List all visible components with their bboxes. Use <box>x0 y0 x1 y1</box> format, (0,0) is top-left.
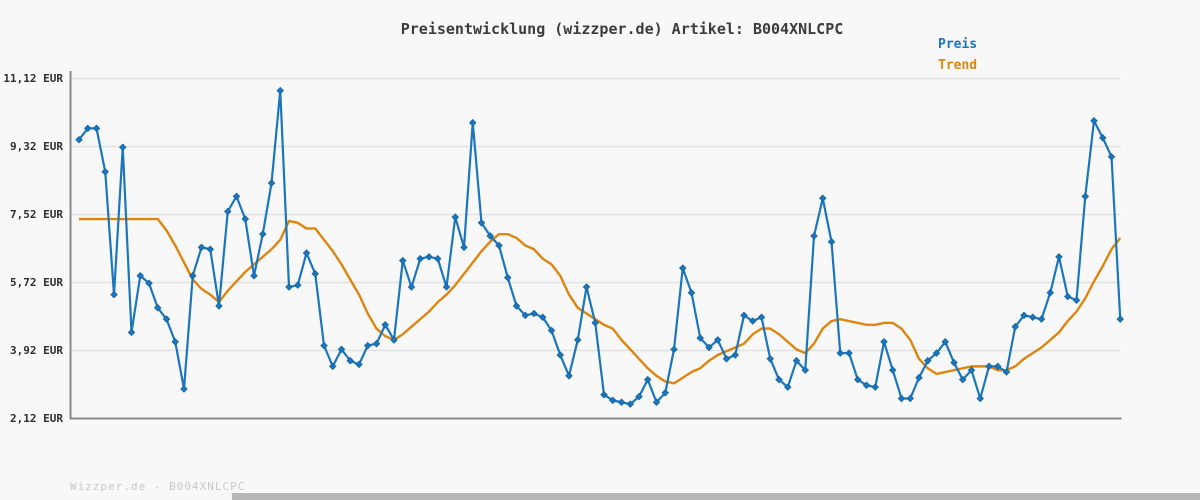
legend-preis-label: Preis <box>938 37 978 52</box>
y-axis-tick-labels: 11,12 EUR 9,32 EUR 7,52 EUR 5,72 EUR 3,92 EU… <box>0 0 63 500</box>
bottom-scrollbar-track[interactable] <box>232 493 1200 500</box>
watermark-text: Wizzper.de - B004XNLCPC <box>70 480 246 493</box>
y-axis-tick-label: 3,92 EUR <box>10 343 63 357</box>
y-axis-tick-label: 7,52 EUR <box>10 207 63 221</box>
chart-legend: Preis Trend <box>938 38 977 73</box>
y-axis-tick-label: 11,12 EUR <box>3 71 63 85</box>
preis-markers <box>75 86 1125 408</box>
legend-trend-label: Trend <box>938 58 978 73</box>
preis-line <box>78 89 1122 406</box>
y-axis-tick-label: 2,12 EUR <box>10 411 63 425</box>
y-axis-tick-label: 9,32 EUR <box>10 139 63 153</box>
page-title: Preisentwicklung (wizzper.de) Artikel: B… <box>400 20 844 38</box>
y-axis-tick-label: 5,72 EUR <box>10 275 63 289</box>
